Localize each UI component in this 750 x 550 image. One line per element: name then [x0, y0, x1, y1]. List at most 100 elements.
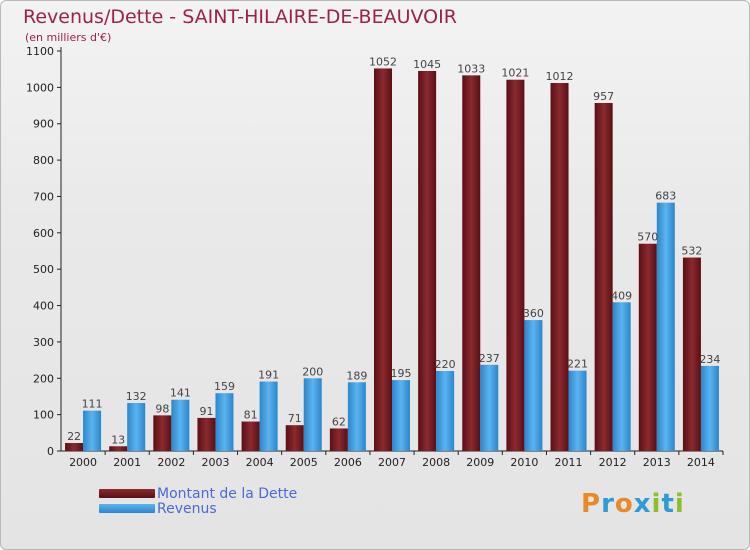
- y-tick-label: 900: [33, 118, 54, 131]
- y-tick-label: 700: [33, 190, 54, 203]
- debt-value-label: 71: [288, 412, 302, 425]
- debt-bar: [65, 443, 84, 451]
- revenue-value-label: 195: [391, 367, 412, 380]
- y-tick-label: 1100: [26, 45, 54, 58]
- logo-letter: r: [601, 489, 615, 519]
- legend-label-revenue: Revenus: [157, 500, 217, 517]
- debt-value-label: 1021: [501, 67, 529, 80]
- bars: [65, 68, 719, 452]
- revenue-value-label: 221: [567, 358, 588, 371]
- logo-letter: t: [661, 489, 675, 519]
- revenue-value-label: 159: [214, 380, 235, 393]
- debt-value-label: 1033: [457, 62, 485, 75]
- revenue-bar: [700, 365, 719, 451]
- revenue-value-label: 237: [479, 352, 500, 365]
- x-tick-label: 2009: [466, 456, 494, 469]
- revenue-bar: [303, 378, 322, 451]
- x-tick-label: 2013: [643, 456, 671, 469]
- logo-letter: P: [581, 489, 602, 519]
- debt-value-label: 81: [244, 409, 258, 422]
- x-tick-label: 2001: [113, 456, 141, 469]
- debt-value-label: 957: [593, 90, 614, 103]
- proxiti-logo: Proxiti: [581, 489, 685, 519]
- revenue-bar: [656, 202, 675, 451]
- revenue-value-label: 409: [611, 289, 632, 302]
- revenue-value-label: 234: [699, 353, 720, 366]
- debt-value-label: 1052: [369, 55, 397, 68]
- x-tick-label: 2011: [555, 456, 583, 469]
- legend-swatch-revenue: [99, 504, 155, 513]
- revenue-value-label: 189: [346, 369, 367, 382]
- x-tick-label: 2005: [290, 456, 318, 469]
- revenue-value-label: 220: [435, 358, 456, 371]
- revenue-value-label: 141: [170, 387, 191, 400]
- y-tick-label: 300: [33, 336, 54, 349]
- logo-letter: x: [633, 489, 652, 519]
- revenue-bar: [83, 410, 102, 451]
- debt-value-label: 62: [332, 415, 346, 428]
- legend-swatch-debt: [99, 489, 155, 498]
- legend-item-revenue: Revenus: [99, 500, 297, 517]
- debt-bar: [418, 71, 437, 451]
- y-tick-label: 100: [33, 409, 54, 422]
- x-tick-label: 2006: [334, 456, 362, 469]
- x-tick-label: 2004: [246, 456, 274, 469]
- x-tick-label: 2014: [687, 456, 715, 469]
- debt-bar: [682, 257, 701, 451]
- x-tick-label: 2010: [510, 456, 538, 469]
- revenue-bar: [215, 393, 234, 451]
- debt-bar: [285, 425, 304, 451]
- revenue-bar: [347, 382, 366, 451]
- debt-bar: [109, 446, 128, 451]
- chart-subtitle: (en milliers d'€): [25, 31, 112, 44]
- revenue-bar: [171, 399, 190, 451]
- debt-value-label: 570: [637, 231, 658, 244]
- debt-bar: [153, 415, 172, 451]
- revenue-value-label: 111: [82, 398, 103, 411]
- legend-item-debt: Montant de la Dette: [99, 485, 298, 502]
- logo-letter: i: [674, 489, 685, 519]
- revenue-bar: [127, 403, 146, 451]
- revenue-value-label: 191: [258, 369, 279, 382]
- chart-title: Revenus/Dette - SAINT-HILAIRE-DE-BEAUVOI…: [23, 6, 457, 28]
- debt-value-label: 1045: [413, 58, 441, 71]
- revenue-bar: [568, 370, 587, 451]
- legend: Montant de la Dette Revenus: [99, 485, 298, 517]
- y-tick-label: 0: [47, 445, 54, 458]
- x-tick-label: 2007: [378, 456, 406, 469]
- revenue-bar: [612, 302, 631, 451]
- debt-bar: [241, 421, 260, 451]
- debt-value-label: 22: [67, 430, 81, 443]
- y-tick-label: 200: [33, 372, 54, 385]
- debt-value-label: 98: [155, 402, 169, 415]
- revenue-bar: [524, 320, 543, 451]
- y-tick-label: 1000: [26, 81, 54, 94]
- debt-bar: [197, 417, 216, 451]
- debt-bar: [462, 75, 481, 451]
- y-tick-label: 600: [33, 227, 54, 240]
- x-tick-label: 2003: [201, 456, 229, 469]
- x-tick-label: 2000: [69, 456, 97, 469]
- x-tick-label: 2008: [422, 456, 450, 469]
- logo-letter: i: [651, 489, 662, 519]
- debt-bar: [374, 68, 392, 452]
- debt-value-label: 91: [199, 405, 213, 418]
- legend-label-debt: Montant de la Dette: [157, 485, 298, 502]
- logo-letter: o: [614, 489, 634, 519]
- revenue-value-label: 360: [523, 307, 544, 320]
- debt-bar: [506, 79, 525, 452]
- debt-bar: [550, 83, 569, 451]
- revenue-bar: [259, 381, 278, 451]
- debt-value-label: 13: [111, 433, 125, 446]
- revenue-value-label: 683: [655, 190, 676, 203]
- revenue-value-label: 132: [126, 390, 147, 403]
- revenue-value-label: 200: [302, 365, 323, 378]
- debt-value-label: 532: [681, 245, 702, 258]
- debt-bar: [638, 243, 657, 451]
- y-tick-label: 800: [33, 154, 54, 167]
- revenue-bar: [480, 364, 499, 451]
- debt-bar: [594, 103, 613, 451]
